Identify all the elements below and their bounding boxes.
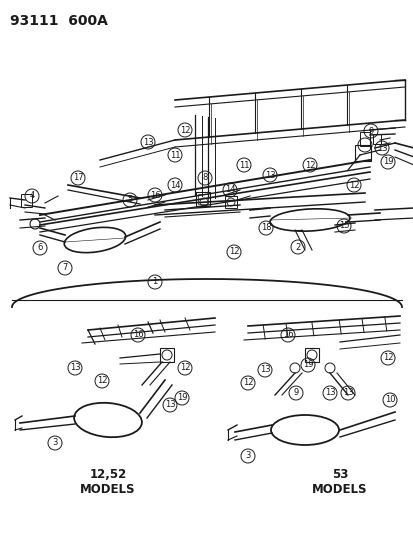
Text: 13: 13	[142, 138, 153, 147]
Text: 13: 13	[164, 400, 175, 409]
Text: 1: 1	[152, 278, 157, 287]
Bar	[354, 145, 370, 161]
Bar	[197, 194, 207, 204]
Text: 19: 19	[176, 393, 187, 402]
Text: 12: 12	[179, 125, 190, 134]
Text: 11: 11	[238, 160, 249, 169]
Text: 18: 18	[260, 223, 271, 232]
Text: 13: 13	[376, 143, 387, 152]
Text: 16: 16	[133, 330, 143, 340]
Text: 13: 13	[259, 366, 270, 375]
Bar	[304, 348, 318, 362]
Text: 12: 12	[348, 181, 358, 190]
Bar	[372, 134, 380, 144]
Text: 14: 14	[224, 185, 235, 195]
Text: 11: 11	[169, 150, 180, 159]
Text: 13: 13	[324, 389, 335, 398]
Text: 6: 6	[37, 244, 43, 253]
Text: 12: 12	[304, 160, 314, 169]
Text: 9: 9	[293, 389, 298, 398]
Bar	[195, 192, 209, 206]
Text: 93111  600A: 93111 600A	[10, 14, 108, 28]
Text: 12: 12	[242, 378, 253, 387]
Text: 9: 9	[368, 126, 373, 135]
Text: 7: 7	[62, 263, 67, 272]
Bar	[359, 132, 369, 146]
Text: 13: 13	[69, 364, 80, 373]
Text: 12: 12	[228, 247, 239, 256]
Text: 12: 12	[97, 376, 107, 385]
Bar	[224, 196, 236, 208]
Text: 53
MODELS: 53 MODELS	[311, 468, 367, 496]
Text: 13: 13	[342, 389, 352, 398]
Bar	[159, 348, 173, 362]
Text: 19: 19	[302, 360, 313, 369]
Text: 2: 2	[294, 243, 300, 252]
Text: 16: 16	[150, 190, 160, 199]
Text: 5: 5	[127, 196, 132, 205]
Text: 4: 4	[29, 191, 35, 200]
Text: 10: 10	[384, 395, 394, 405]
Text: 14: 14	[169, 181, 180, 190]
Text: 16: 16	[282, 330, 292, 340]
Text: 3: 3	[245, 451, 250, 461]
Text: 15: 15	[338, 222, 349, 230]
Text: 17: 17	[73, 174, 83, 182]
Text: 8: 8	[202, 174, 207, 182]
Text: 12: 12	[179, 364, 190, 373]
Text: 12,52
MODELS: 12,52 MODELS	[80, 468, 135, 496]
Text: 12: 12	[382, 353, 392, 362]
Text: 3: 3	[52, 439, 57, 448]
Text: 19: 19	[382, 157, 392, 166]
Text: 13: 13	[264, 171, 275, 180]
